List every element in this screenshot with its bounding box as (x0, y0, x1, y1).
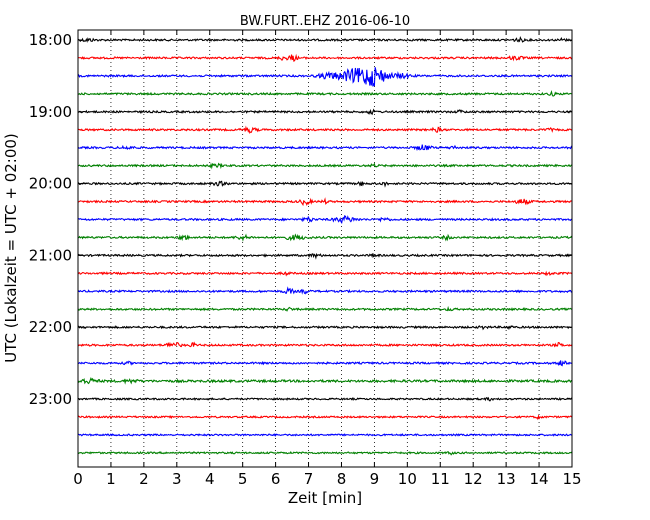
x-tick-label: 13 (497, 470, 516, 488)
x-tick-label: 5 (238, 470, 248, 488)
trace-2215 (77, 341, 573, 348)
y-tick-label: 19:00 (29, 103, 72, 121)
x-tick-label: 3 (172, 470, 182, 488)
x-tick-label: 11 (431, 470, 450, 488)
trace-2300 (77, 396, 573, 402)
trace-2015 (77, 197, 573, 207)
trace-1945 (77, 162, 573, 170)
y-tick-label: 23:00 (29, 390, 72, 408)
vertical-grid (110, 30, 540, 467)
trace-2030 (77, 215, 573, 225)
x-tick-label: 15 (562, 470, 581, 488)
trace-2315 (77, 414, 573, 421)
x-tick-label: 10 (398, 470, 417, 488)
plot-frame (77, 29, 573, 468)
trace-1915 (77, 125, 573, 134)
trace-2200 (77, 325, 573, 331)
x-tick-label: 2 (139, 470, 149, 488)
x-tick-label: 12 (464, 470, 483, 488)
trace-2115 (77, 270, 573, 277)
x-tick-label: 1 (106, 470, 116, 488)
trace-1815 (77, 53, 573, 62)
y-tick-label: 22:00 (29, 318, 72, 336)
x-tick-label: 8 (337, 470, 347, 488)
trace-2000 (77, 180, 573, 188)
x-tick-label: 14 (530, 470, 549, 488)
x-axis-ticks: 0 1 2 3 4 5 6 7 8 9 10 11 12 13 14 15 (73, 30, 582, 488)
y-tick-label: 18:00 (29, 31, 72, 49)
trace-2100 (77, 252, 573, 260)
x-axis-label: Zeit [min] (288, 489, 362, 507)
trace-2045 (77, 233, 573, 242)
chart-title: BW.FURT..EHZ 2016-06-10 (240, 14, 410, 29)
seismic-traces (77, 35, 573, 456)
y-axis-label: UTC (Lokalzeit = UTC + 02:00) (2, 133, 20, 363)
x-tick-label: 6 (271, 470, 281, 488)
x-tick-label: 0 (73, 470, 83, 488)
x-tick-label: 9 (370, 470, 380, 488)
x-tick-label: 4 (205, 470, 215, 488)
trace-1800 (77, 35, 573, 43)
trace-2145 (77, 305, 573, 312)
y-axis-ticks: 18:00 19:00 20:00 21:00 22:00 23:00 (29, 31, 572, 408)
trace-2130 (77, 286, 573, 295)
trace-1900 (77, 108, 573, 116)
trace-2230 (77, 360, 573, 367)
trace-2330 (77, 433, 573, 437)
x-tick-label: 7 (304, 470, 314, 488)
trace-1930 (77, 144, 573, 152)
trace-1845 (77, 89, 573, 97)
y-tick-label: 21:00 (29, 246, 72, 264)
trace-1830 (77, 67, 573, 87)
trace-2245 (77, 376, 573, 385)
trace-2345 (77, 451, 573, 456)
y-tick-label: 20:00 (29, 175, 72, 193)
